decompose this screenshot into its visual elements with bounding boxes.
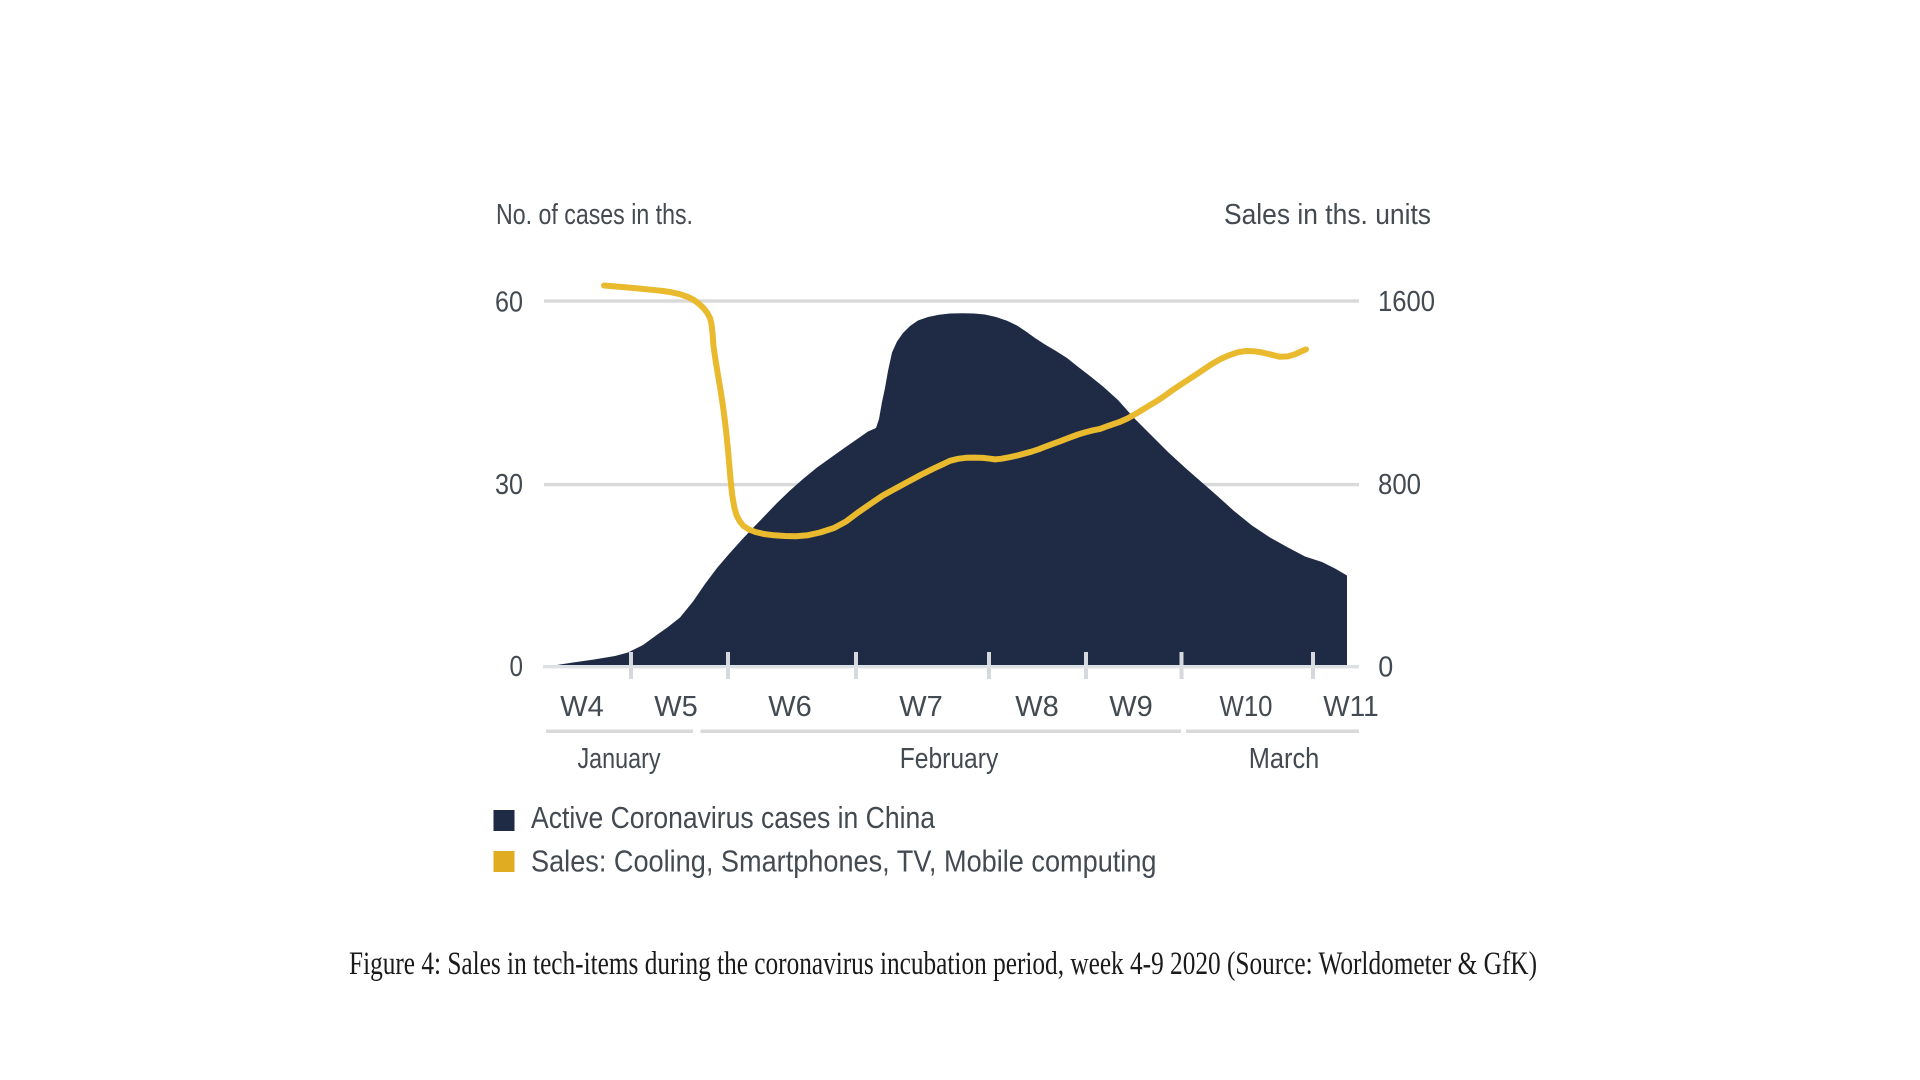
- svg-text:W8: W8: [1015, 691, 1059, 723]
- svg-text:February: February: [900, 743, 999, 775]
- svg-text:W4: W4: [560, 691, 604, 723]
- svg-text:W7: W7: [899, 691, 943, 723]
- svg-text:January: January: [578, 743, 661, 775]
- svg-text:30: 30: [495, 469, 523, 501]
- svg-text:60: 60: [495, 287, 523, 319]
- svg-text:No. of cases in ths.: No. of cases in ths.: [496, 199, 693, 231]
- svg-text:W5: W5: [654, 691, 698, 723]
- svg-text:W11: W11: [1323, 691, 1379, 723]
- svg-text:Sales in ths. units: Sales in ths. units: [1224, 199, 1431, 231]
- svg-text:W6: W6: [768, 691, 812, 723]
- svg-text:W10: W10: [1220, 691, 1273, 723]
- svg-text:Sales: Cooling, Smartphones, T: Sales: Cooling, Smartphones, TV, Mobile …: [531, 844, 1157, 879]
- svg-text:March: March: [1249, 743, 1320, 775]
- svg-text:Active Coronavirus cases in Ch: Active Coronavirus cases in China: [531, 800, 936, 835]
- svg-text:W9: W9: [1109, 691, 1153, 723]
- svg-text:1600: 1600: [1378, 286, 1435, 318]
- svg-text:0: 0: [1378, 652, 1393, 684]
- svg-text:Figure 4: Sales in tech-items: Figure 4: Sales in tech-items during the…: [349, 946, 1537, 982]
- svg-text:800: 800: [1378, 469, 1421, 501]
- svg-text:0: 0: [510, 651, 524, 683]
